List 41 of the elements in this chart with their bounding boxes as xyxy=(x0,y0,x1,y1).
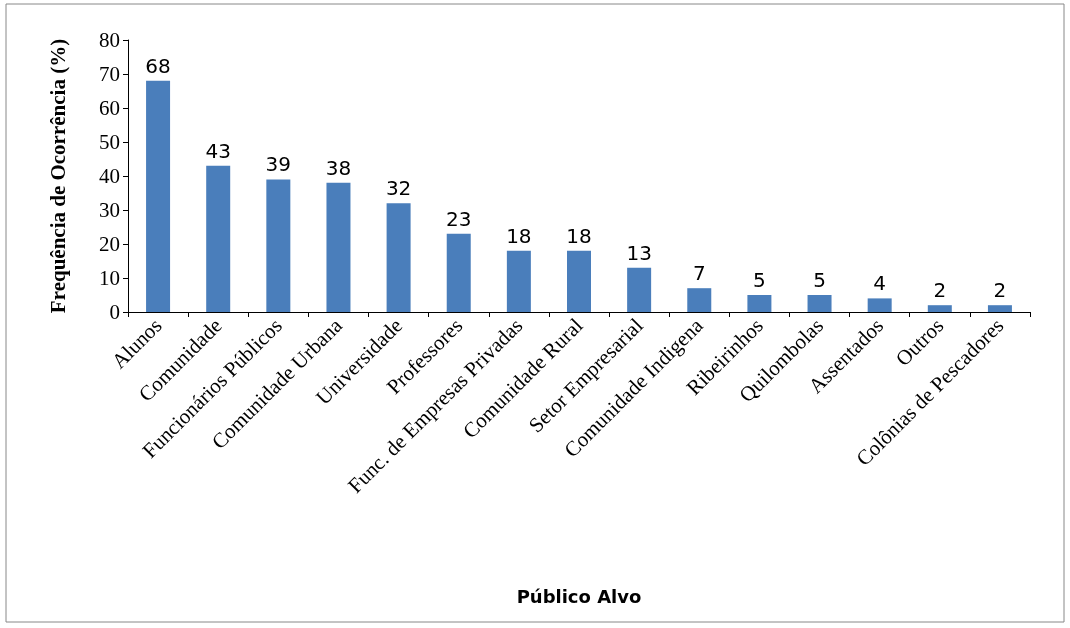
y-tick-label: 20 xyxy=(99,232,120,256)
data-label: 5 xyxy=(753,268,766,292)
bar xyxy=(627,267,652,312)
y-tick-label: 50 xyxy=(99,130,120,154)
bar xyxy=(326,182,351,312)
bar xyxy=(807,295,832,312)
data-label: 18 xyxy=(566,223,592,248)
y-axis-title: Frequência de Ocorrência (%) xyxy=(45,38,70,314)
x-axis-title: Público Alvo xyxy=(516,585,642,607)
bar xyxy=(206,165,231,312)
data-label: 5 xyxy=(813,268,826,292)
y-tick-label: 30 xyxy=(99,198,120,222)
bar xyxy=(687,288,712,312)
data-label: 13 xyxy=(626,240,652,265)
bar xyxy=(987,305,1012,312)
bar xyxy=(446,233,471,312)
data-label: 18 xyxy=(506,223,532,248)
bar xyxy=(266,179,291,312)
data-label: 39 xyxy=(265,152,292,177)
bar xyxy=(146,80,171,312)
y-tick-label: 10 xyxy=(99,266,120,290)
data-label: 2 xyxy=(993,278,1007,303)
data-label: 68 xyxy=(145,53,171,78)
bar xyxy=(506,250,531,312)
y-tick-label: 40 xyxy=(99,164,120,188)
bar xyxy=(386,203,411,312)
data-label: 23 xyxy=(446,206,472,231)
data-label: 2 xyxy=(933,278,947,303)
data-label: 7 xyxy=(692,261,706,286)
y-tick-label: 80 xyxy=(99,28,120,52)
data-label: 38 xyxy=(325,155,352,180)
data-label: 4 xyxy=(873,271,887,296)
data-label: 43 xyxy=(205,138,231,163)
bar xyxy=(927,305,952,312)
y-tick-label: 0 xyxy=(109,300,120,324)
y-tick-label: 60 xyxy=(99,96,120,120)
bar xyxy=(567,250,591,312)
data-label: 32 xyxy=(385,176,412,201)
bar xyxy=(747,295,772,312)
bar xyxy=(867,298,892,312)
y-tick-label: 70 xyxy=(99,62,120,86)
